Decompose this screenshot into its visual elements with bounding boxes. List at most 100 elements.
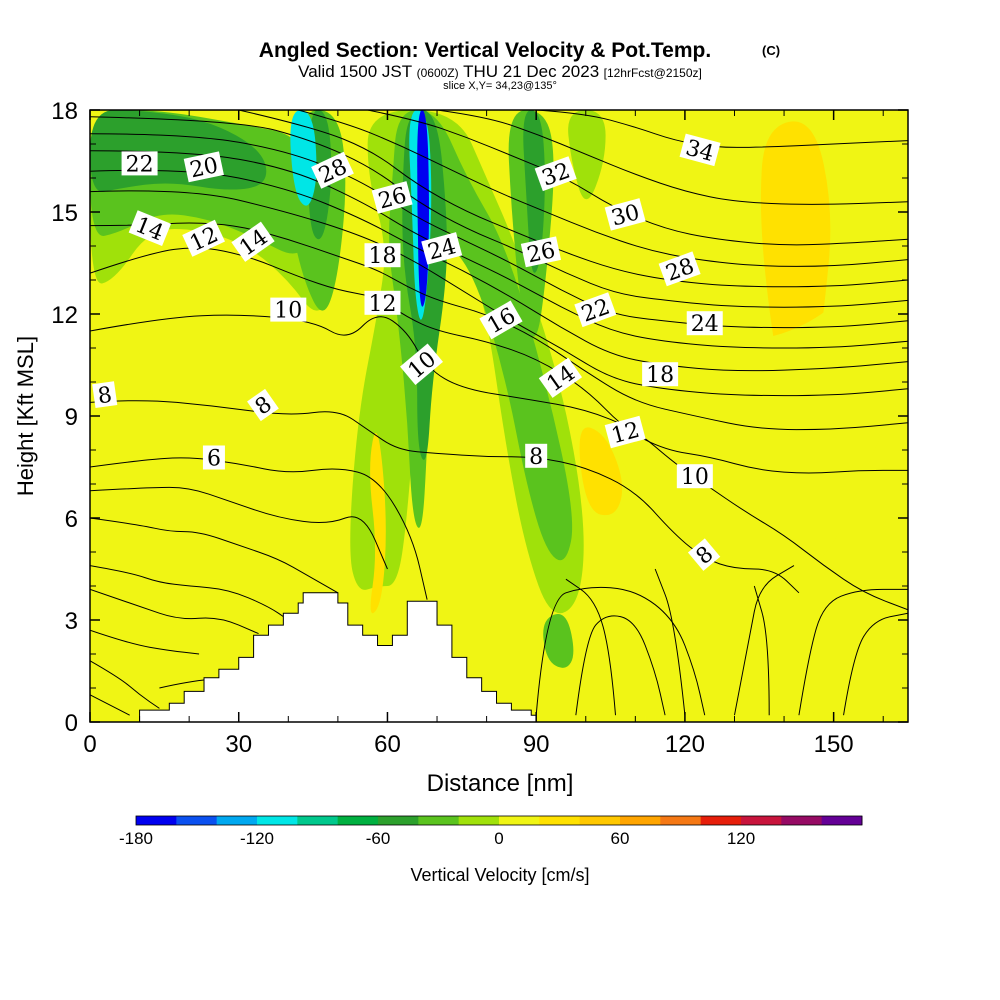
theta-contour-line (90, 629, 200, 655)
theta-label-box (538, 357, 583, 398)
theta-label-box (604, 198, 646, 231)
subtitle-date: THU 21 Dec 2023 (463, 62, 599, 81)
theta-contour-line (90, 222, 908, 431)
colorbar-swatch (539, 816, 581, 825)
velocity-region (523, 110, 545, 273)
theta-label-box (421, 232, 463, 265)
theta-contour-label: 8 (92, 381, 118, 409)
theta-label-box (183, 151, 224, 183)
theta-label-box (658, 251, 701, 287)
theta-label-box (371, 181, 413, 214)
theta-label-box (247, 388, 279, 422)
theta-contour-label: 12 (182, 219, 225, 257)
colorbar-tick-label: 120 (727, 829, 755, 848)
theta-label-box (534, 156, 577, 192)
velocity-region (543, 613, 574, 668)
chart-subtitle: Valid 1500 JST (0600Z) THU 21 Dec 2023 [… (298, 62, 702, 81)
theta-label-text: 10 (681, 465, 709, 490)
colorbar-swatch (337, 816, 379, 825)
theta-contour-label: 18 (364, 243, 401, 269)
x-tick-label: 0 (83, 731, 96, 758)
theta-label-text: 20 (188, 153, 221, 183)
axes: 0 30 60 90 120 150 0 3 6 9 12 15 18 (51, 98, 908, 758)
theta-contour-line (733, 565, 795, 716)
colorbar-swatch (297, 816, 339, 825)
velocity-region (579, 427, 623, 516)
theta-contour-line (90, 457, 428, 600)
theta-label-box (525, 443, 548, 468)
chart-title-suffix: (C) (762, 43, 780, 58)
colorbar-tick-label: 60 (611, 829, 630, 848)
theta-label-text: 18 (368, 244, 396, 269)
theta-contour-line (436, 110, 908, 205)
theta-contour-line (798, 588, 908, 716)
colorbar-tick-label: -60 (366, 829, 391, 848)
colorbar-swatch (660, 816, 702, 825)
subtitle-valid: Valid 1500 JST (298, 62, 412, 81)
theta-label-box (520, 236, 562, 268)
colorbar-swatch (378, 816, 419, 825)
colorbar-tick-label: -120 (240, 829, 274, 848)
colorbar-swatch (781, 816, 823, 825)
theta-contour-line (90, 116, 908, 308)
theta-contour-label: 22 (121, 151, 158, 177)
theta-contour-line (535, 586, 706, 716)
velocity-region (119, 327, 198, 637)
theta-label-box (604, 415, 646, 449)
theta-label-box (182, 219, 225, 257)
theta-contour-line (90, 247, 908, 474)
theta-label-box (364, 290, 401, 315)
colorbar-swatch (216, 816, 258, 825)
y-tick-label: 9 (65, 404, 78, 431)
colorbar-swatch (176, 816, 218, 825)
colorbar-frame (135, 815, 863, 826)
chart-title: Angled Section: Vertical Velocity & Pot.… (259, 39, 711, 62)
theta-contour-label: 10 (676, 464, 713, 490)
y-tick-label: 0 (65, 710, 78, 737)
colorbar-swatch (741, 816, 782, 825)
theta-label-box (311, 151, 354, 189)
theta-label-box (231, 221, 275, 262)
colorbar-tick-label: 0 (494, 829, 503, 848)
x-tick-label: 120 (665, 731, 705, 758)
x-tick-label: 90 (523, 731, 550, 758)
colorbar-swatch (620, 816, 661, 825)
colorbar-swatch (458, 816, 500, 825)
theta-label-box (479, 300, 523, 340)
theta-label-box (400, 343, 444, 385)
theta-label-text: 24 (691, 312, 719, 337)
theta-contour-label: 24 (421, 232, 463, 266)
theta-contour-line (753, 585, 770, 716)
velocity-region (370, 433, 386, 614)
theta-label-box (270, 297, 307, 322)
theta-label-box (679, 133, 721, 167)
theta-contour-label: 8 (525, 443, 548, 470)
theta-label-text: 8 (529, 445, 543, 470)
colorbar-swatch (579, 816, 621, 825)
x-tick-label: 30 (225, 731, 252, 758)
y-tick-label: 18 (51, 98, 78, 125)
theta-label-text: 12 (368, 292, 396, 317)
theta-contour-line (565, 578, 617, 716)
colorbar: -180 -120 -60 0 60 120 (119, 815, 863, 848)
colorbar-swatch (499, 816, 540, 825)
theta-contour-line (90, 133, 908, 329)
theta-label-box (121, 151, 158, 176)
velocity-region (590, 198, 908, 578)
theta-label-box (92, 381, 118, 409)
colorbar-swatch (821, 816, 863, 825)
y-tick-label: 12 (51, 302, 78, 329)
theta-contour-label: 26 (371, 181, 413, 215)
theta-contour-label: 6 (202, 445, 225, 472)
theta-contour-label: 26 (520, 236, 562, 268)
theta-contour-line (90, 169, 908, 372)
theta-label-text: 18 (646, 363, 674, 388)
velocity-region (228, 573, 303, 624)
theta-contour-line (575, 615, 666, 716)
slice-label: slice X,Y= 34,23@135° (443, 80, 557, 92)
y-tick-label: 3 (65, 608, 78, 635)
x-tick-label: 60 (374, 731, 401, 758)
colorbar-swatch (418, 816, 460, 825)
